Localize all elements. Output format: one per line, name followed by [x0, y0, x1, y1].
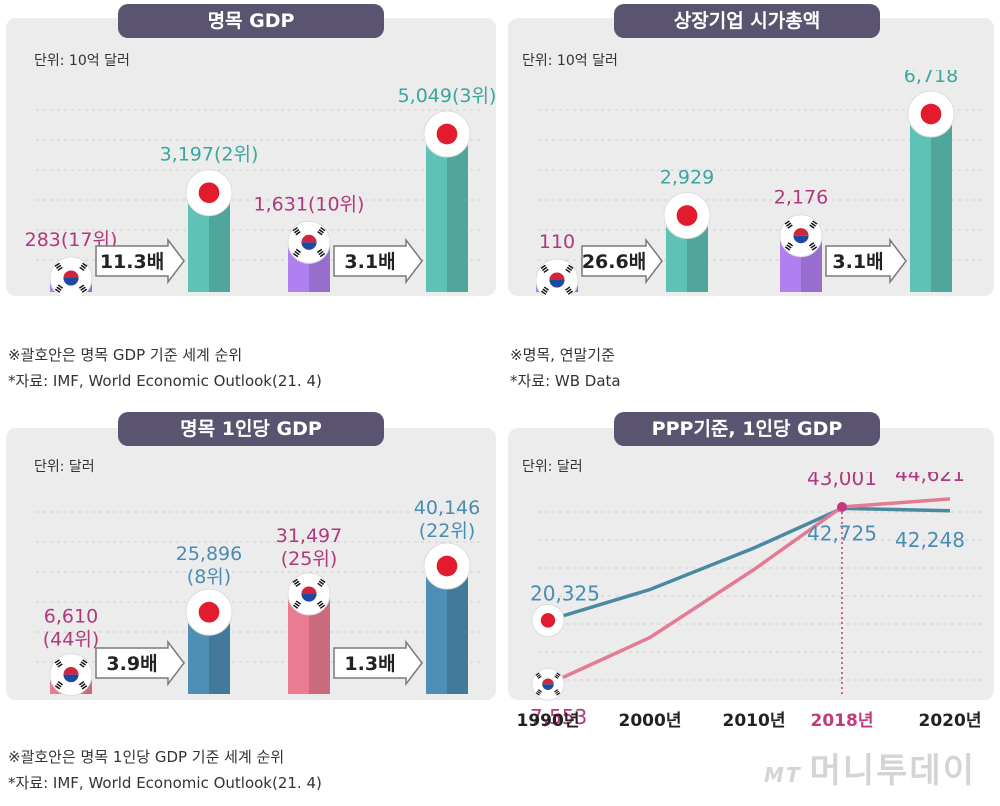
japan-flag-icon — [185, 169, 233, 217]
panel-title-ppp-gdp: PPP기준, 1인당 GDP — [614, 412, 880, 446]
japan-bar-shade — [447, 564, 468, 694]
x-tick-label: 2018년 — [811, 711, 874, 731]
note-market-cap-source: *자료: WB Data — [510, 372, 621, 390]
japan-rank-label: (22위) — [419, 520, 475, 542]
note-nominal-gdp-rank: ※괄호안은 명목 GDP 기준 세계 순위 — [8, 346, 243, 364]
japan-value-label: 5,049(3위) — [398, 85, 496, 107]
korea-point-label: 7,553 — [530, 705, 587, 729]
ratio-arrow-label: 11.3배 — [100, 251, 164, 273]
korea-value-label: 2,176 — [774, 187, 828, 209]
korea-value-label: 110 — [539, 231, 575, 253]
korea-flag-icon — [779, 214, 823, 258]
unit-label-gdp-per-capita: 단위: 달러 — [34, 459, 95, 475]
unit-label-market-cap: 단위: 10억 달러 — [522, 53, 618, 69]
chart-gdp-per-capita: 6,610(44위)25,896(8위)3.9배1990년31,497(25위)… — [36, 497, 484, 697]
ratio-arrow — [95, 237, 185, 285]
korea-rank-label: (25위) — [281, 548, 337, 570]
japan-value-label: 3,197(2위) — [160, 144, 259, 166]
chart-ppp-gdp: 20,325 7,553 43,001 42,725 44,621 42,248 1990년… — [517, 472, 982, 731]
panel-title-nominal-gdp: 명목 GDP — [118, 4, 384, 38]
korea-point-label: 44,621 — [895, 472, 965, 486]
panel-title-gdp-per-capita: 명목 1인당 GDP — [118, 412, 384, 446]
japan-flag-icon — [531, 603, 565, 637]
watermark-logo: MT 머니투데이 — [764, 743, 976, 792]
korea-value-label: 283(17위) — [25, 229, 118, 251]
x-tick-label: 2010년 — [723, 711, 786, 731]
japan-value-label: 6,718 — [904, 70, 958, 87]
korea-bar-shade — [309, 592, 330, 694]
japan-rank-label: (8위) — [187, 566, 231, 588]
x-tick-label: 2020년 — [919, 711, 982, 731]
korea-value-label: 6,610 — [44, 606, 98, 628]
note-gdp-per-capita-source: *자료: IMF, World Economic Outlook(21. 4) — [8, 774, 322, 792]
korea-rank-label: (44위) — [43, 629, 99, 651]
korea-value-label: 1,631(10위) — [254, 193, 365, 215]
ratio-arrow — [333, 237, 423, 285]
ratio-arrow-label: 3.9배 — [106, 653, 157, 675]
ratio-arrow — [333, 639, 423, 687]
japan-bar — [426, 132, 468, 292]
japan-point-label: 42,725 — [807, 521, 877, 545]
note-market-cap-basis: ※명목, 연말기준 — [510, 346, 615, 364]
panel-ppp-gdp — [508, 428, 994, 700]
korea-flag-icon — [49, 256, 93, 296]
ratio-arrow — [825, 237, 907, 285]
japan-bar — [910, 112, 952, 292]
korea-series-line — [547, 497, 951, 686]
japan-point-label: 42,248 — [895, 528, 965, 552]
japan-value-label: 2,929 — [660, 167, 714, 189]
japan-flag-icon — [185, 588, 233, 636]
ratio-arrow-label: 3.1배 — [344, 251, 395, 273]
japan-flag-icon — [423, 110, 471, 158]
ratio-arrow-label: 3.1배 — [832, 251, 883, 273]
korea-flag-icon — [531, 667, 565, 701]
japan-flag-icon — [907, 90, 955, 138]
ratio-arrow — [581, 237, 663, 285]
chart-nominal-gdp: 283(17위)3,197(2위)11.3배1990년1,631(10위)5,0… — [25, 85, 496, 296]
x-tick-label: 1990년 — [517, 711, 580, 731]
panel-nominal-gdp — [6, 18, 496, 296]
ratio-arrow-label: 1.3배 — [344, 653, 395, 675]
unit-label-nominal-gdp: 단위: 10억 달러 — [34, 53, 130, 69]
korea-flag-icon — [535, 258, 579, 296]
japan-flag-icon — [423, 542, 471, 590]
panel-title-market-cap: 상장기업 시가총액 — [614, 4, 880, 38]
korea-flag-icon — [287, 572, 331, 616]
japan-value-label: 25,896 — [176, 543, 242, 565]
watermark-mt: MT — [764, 763, 802, 787]
korea-flag-icon — [49, 653, 93, 697]
korea-flag-icon — [287, 220, 331, 264]
japan-bar-shade — [931, 112, 952, 292]
japan-flag-icon — [663, 192, 711, 240]
japan-bar-shade — [447, 132, 468, 292]
x-tick-label: 2000년 — [619, 711, 682, 731]
japan-value-label: 40,146 — [414, 497, 480, 519]
japan-series-line — [547, 506, 951, 623]
unit-label-ppp-gdp: 단위: 달러 — [522, 459, 583, 475]
japan-bar-shade — [209, 190, 230, 292]
korea-point-label: 43,001 — [807, 472, 877, 490]
watermark-brand: 머니투데이 — [809, 751, 976, 791]
ratio-arrow — [95, 639, 185, 687]
note-nominal-gdp-source: *자료: IMF, World Economic Outlook(21. 4) — [8, 372, 322, 390]
note-gdp-per-capita-rank: ※괄호안은 명목 1인당 GDP 기준 세계 순위 — [8, 748, 285, 766]
japan-point-label: 20,325 — [530, 581, 600, 605]
ratio-arrow-label: 26.6배 — [582, 251, 646, 273]
korea-value-label: 31,497 — [276, 525, 342, 547]
highlight-2018-point — [837, 501, 847, 512]
